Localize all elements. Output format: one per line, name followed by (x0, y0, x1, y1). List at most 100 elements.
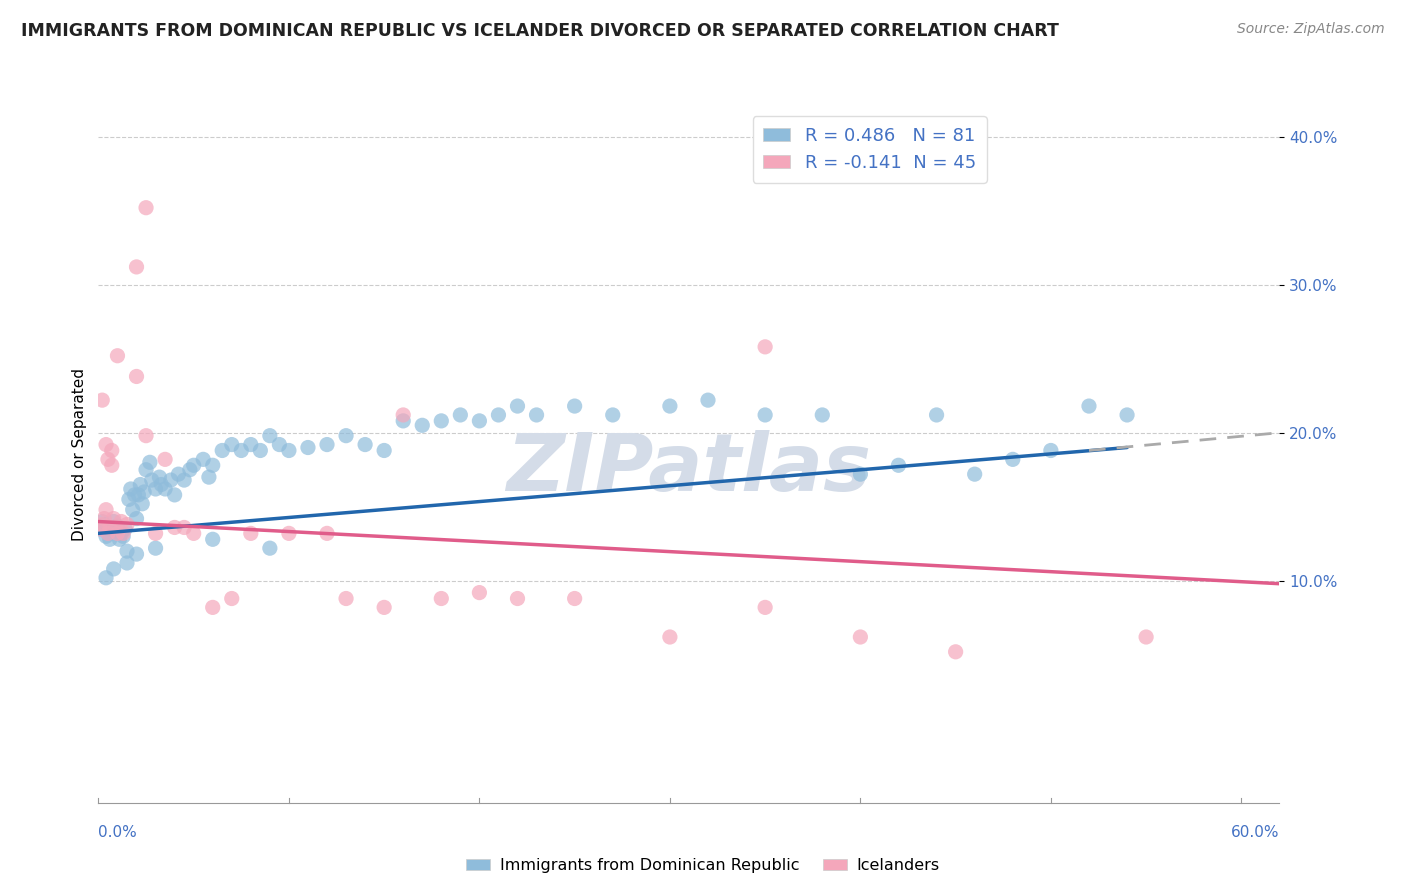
Point (153, 482, 176, 496)
Point (173, 520, 195, 534)
Point (239, 526, 262, 541)
Point (354, 437, 377, 451)
Point (506, 591, 529, 606)
Point (148, 470, 170, 484)
Point (468, 414, 491, 428)
Point (110, 526, 132, 541)
Point (297, 441, 319, 455)
Point (129, 477, 152, 491)
Point (1039, 443, 1062, 458)
Point (135, 428, 157, 442)
Point (211, 443, 233, 458)
Point (91, 517, 114, 532)
Point (91, 515, 114, 529)
Point (112, 526, 135, 541)
Point (754, 340, 776, 354)
Point (259, 428, 281, 442)
Point (754, 408, 776, 422)
Point (963, 467, 986, 482)
Point (335, 591, 357, 606)
Point (201, 458, 224, 473)
Point (93, 517, 115, 532)
Point (131, 497, 153, 511)
Point (100, 443, 122, 458)
Point (125, 547, 148, 561)
Point (658, 399, 681, 413)
Text: IMMIGRANTS FROM DOMINICAN REPUBLIC VS ICELANDER DIVORCED OR SEPARATED CORRELATIO: IMMIGRANTS FROM DOMINICAN REPUBLIC VS IC… (21, 22, 1059, 40)
Point (135, 201, 157, 215)
Point (468, 585, 491, 599)
Point (316, 437, 339, 451)
Point (411, 418, 433, 433)
Point (104, 524, 127, 539)
Point (159, 473, 181, 487)
Point (249, 443, 271, 458)
Point (239, 437, 262, 451)
Point (127, 488, 149, 502)
Point (107, 519, 129, 533)
Point (564, 399, 586, 413)
Point (449, 408, 471, 422)
Point (121, 502, 143, 516)
Point (335, 428, 357, 442)
Point (94, 502, 117, 516)
Point (754, 600, 776, 615)
Point (103, 511, 125, 525)
Point (145, 526, 167, 541)
Text: 60.0%: 60.0% (1232, 825, 1279, 840)
Point (98, 533, 121, 547)
Point (118, 492, 141, 507)
Point (887, 458, 910, 473)
Point (506, 399, 529, 413)
Point (115, 517, 138, 532)
Point (1135, 630, 1157, 644)
Point (167, 467, 190, 482)
Point (201, 533, 224, 547)
Point (100, 522, 122, 536)
Point (97, 526, 120, 541)
Point (89, 522, 111, 536)
Point (124, 488, 146, 502)
Point (945, 645, 967, 659)
Point (100, 458, 122, 473)
Point (526, 408, 548, 422)
Point (107, 349, 129, 363)
Point (183, 526, 205, 541)
Point (94, 437, 117, 451)
Point (112, 529, 135, 543)
Point (141, 473, 163, 487)
Point (115, 556, 138, 570)
Point (91, 393, 114, 408)
Point (430, 414, 453, 428)
Point (89, 522, 111, 536)
Point (221, 437, 243, 451)
Point (163, 520, 186, 534)
Point (120, 482, 142, 496)
Point (94, 529, 117, 543)
Point (125, 511, 148, 525)
Point (259, 541, 281, 556)
Point (103, 562, 125, 576)
Point (430, 591, 453, 606)
Point (98, 520, 121, 534)
Point (277, 443, 299, 458)
Point (104, 520, 127, 534)
Text: ZIPatlas: ZIPatlas (506, 430, 872, 508)
Point (277, 526, 299, 541)
Point (134, 484, 156, 499)
Point (110, 515, 132, 529)
Point (658, 630, 681, 644)
Point (135, 463, 157, 477)
Point (108, 533, 131, 547)
Point (602, 408, 624, 422)
Point (201, 600, 224, 615)
Point (115, 544, 138, 558)
Text: Source: ZipAtlas.com: Source: ZipAtlas.com (1237, 22, 1385, 37)
Point (97, 526, 120, 541)
Point (564, 591, 586, 606)
Point (925, 408, 948, 422)
Point (125, 369, 148, 384)
Point (183, 458, 205, 473)
Text: 0.0%: 0.0% (98, 825, 138, 840)
Point (94, 571, 117, 585)
